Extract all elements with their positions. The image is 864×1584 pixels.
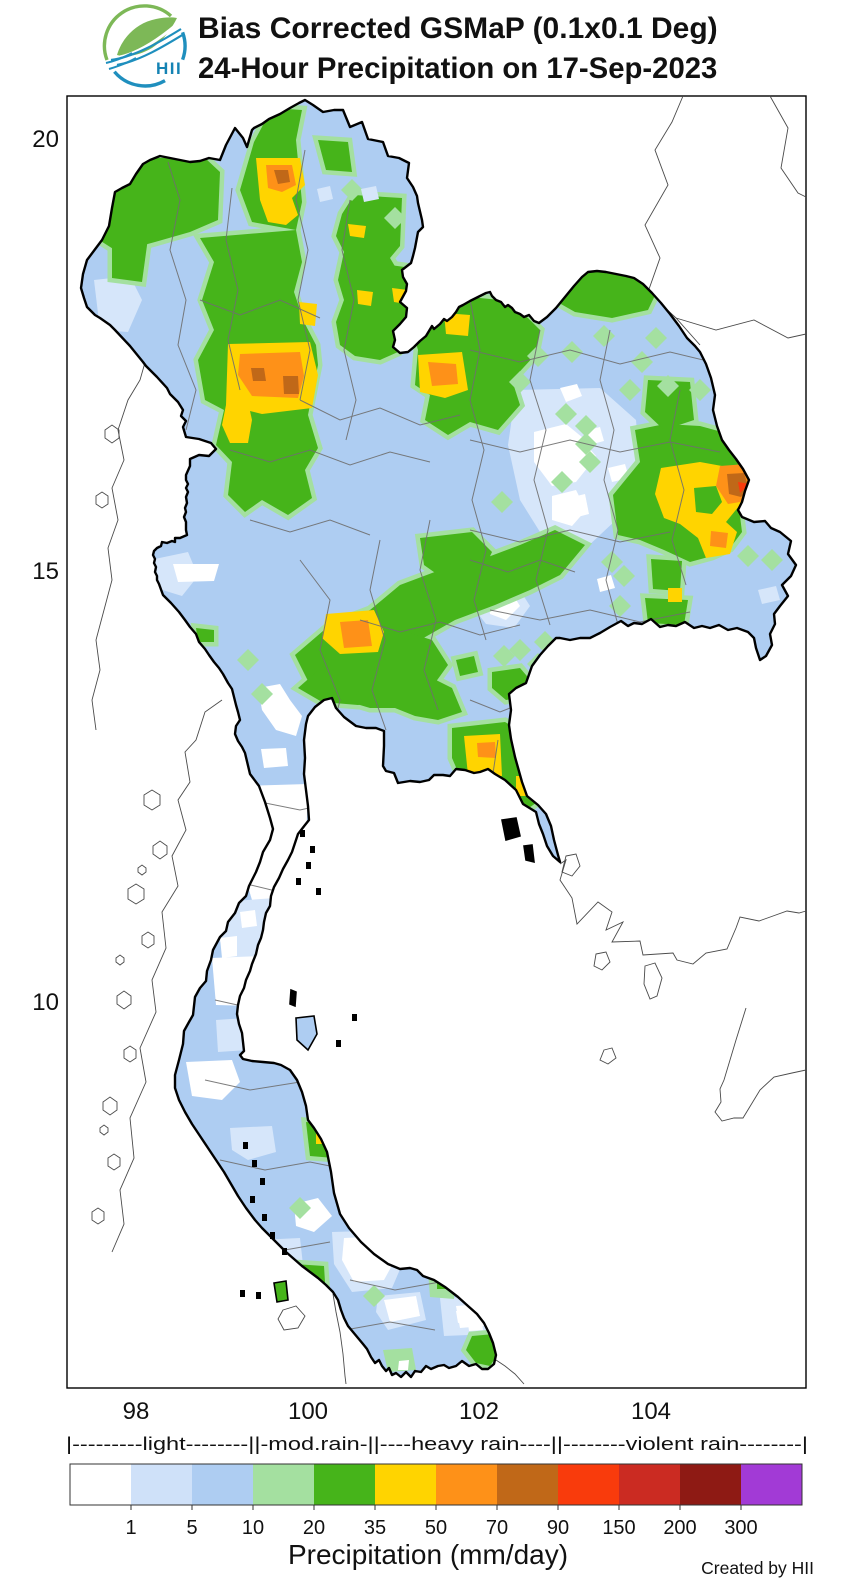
svg-text:24-Hour Precipitation on 17-Se: 24-Hour Precipitation on 17-Sep-2023 — [198, 52, 717, 85]
svg-text:5: 5 — [186, 1517, 197, 1539]
svg-text:Bias Corrected GSMaP (0.1x0.1: Bias Corrected GSMaP (0.1x0.1 Deg) — [198, 12, 718, 45]
svg-text:10: 10 — [242, 1517, 264, 1539]
svg-text:70: 70 — [486, 1517, 508, 1539]
svg-text:15: 15 — [32, 558, 59, 585]
svg-text:102: 102 — [459, 1398, 499, 1425]
svg-text:10: 10 — [32, 989, 59, 1016]
svg-text:|---------light--------||-mod.: |---------light--------||-mod.rain-||---… — [66, 1434, 808, 1454]
svg-text:100: 100 — [288, 1398, 328, 1425]
svg-text:104: 104 — [631, 1398, 671, 1425]
svg-text:Created by HII: Created by HII — [701, 1558, 814, 1578]
svg-text:50: 50 — [425, 1517, 447, 1539]
svg-text:35: 35 — [364, 1517, 386, 1539]
svg-text:20: 20 — [32, 126, 59, 153]
svg-text:300: 300 — [724, 1517, 757, 1539]
svg-text:200: 200 — [663, 1517, 696, 1539]
svg-text:98: 98 — [123, 1398, 150, 1425]
svg-text:20: 20 — [303, 1517, 325, 1539]
svg-text:90: 90 — [547, 1517, 569, 1539]
svg-text:Precipitation (mm/day): Precipitation (mm/day) — [288, 1539, 568, 1570]
svg-text:150: 150 — [602, 1517, 635, 1539]
svg-text:HII: HII — [156, 59, 182, 78]
svg-text:1: 1 — [125, 1517, 136, 1539]
